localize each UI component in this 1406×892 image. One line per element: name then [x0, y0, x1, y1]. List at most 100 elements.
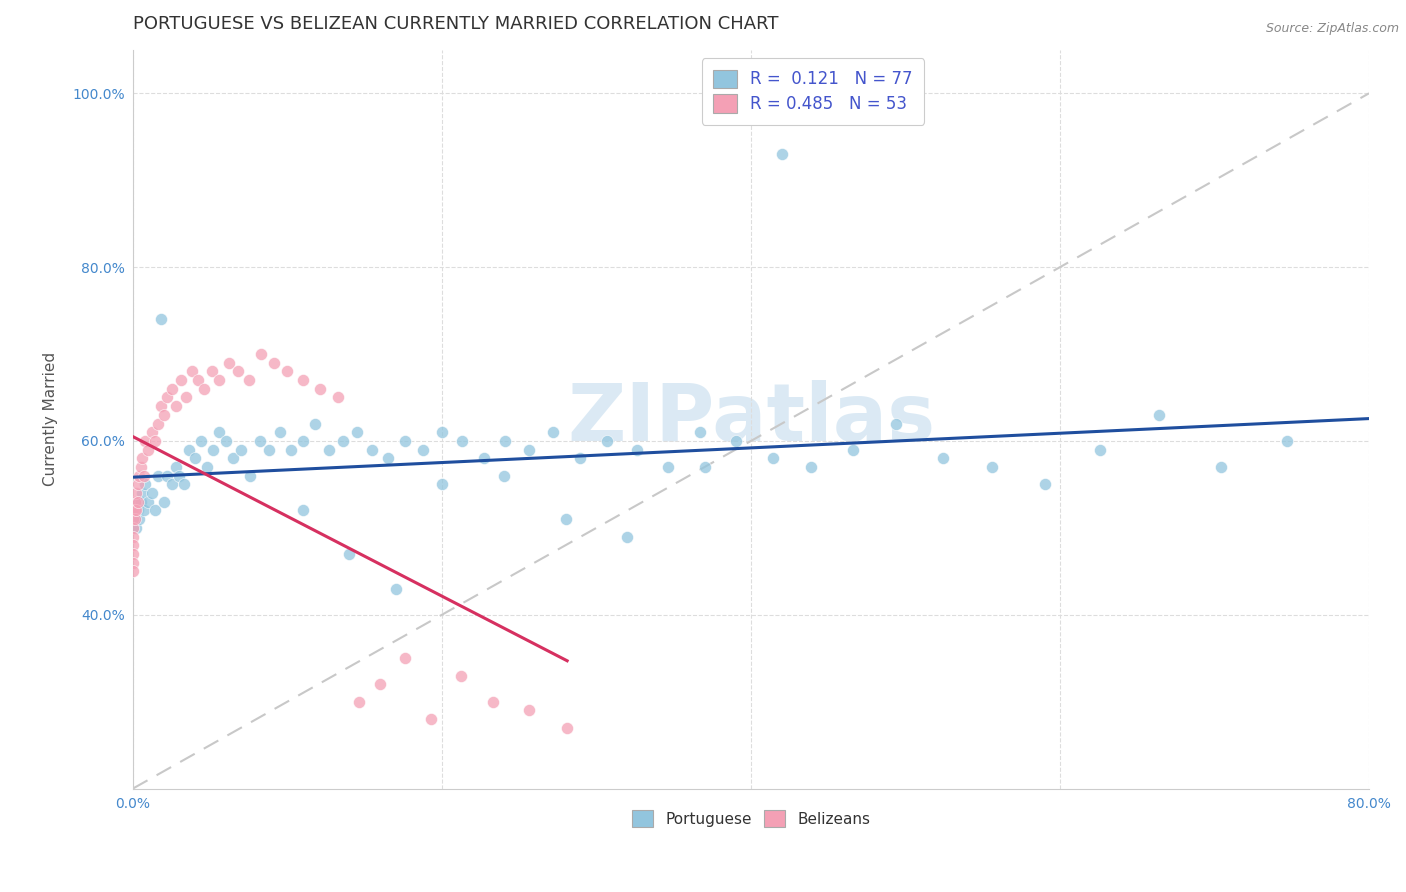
Point: [146, 417, 169, 431]
Point: [770, 147, 793, 161]
Point: [160, 382, 183, 396]
Point: [309, 382, 332, 396]
Point: [1033, 477, 1056, 491]
Point: [291, 373, 314, 387]
Point: [884, 417, 907, 431]
Point: [239, 468, 262, 483]
Point: [141, 486, 163, 500]
Point: [412, 442, 434, 457]
Point: [143, 503, 166, 517]
Point: [218, 356, 240, 370]
Point: [193, 382, 215, 396]
Point: [122, 529, 145, 543]
Point: [394, 434, 416, 448]
Point: [931, 451, 953, 466]
Point: [202, 442, 225, 457]
Point: [131, 451, 153, 466]
Point: [596, 434, 619, 448]
Point: [332, 434, 354, 448]
Point: [122, 512, 145, 526]
Point: [122, 503, 145, 517]
Point: [1090, 442, 1112, 457]
Point: [177, 442, 200, 457]
Point: [143, 434, 166, 448]
Point: [174, 391, 197, 405]
Point: [134, 477, 156, 491]
Point: [187, 373, 209, 387]
Point: [693, 460, 716, 475]
Point: [472, 451, 495, 466]
Point: [122, 556, 145, 570]
Text: ZIPatlas: ZIPatlas: [567, 380, 935, 458]
Point: [1147, 408, 1170, 422]
Point: [128, 468, 150, 483]
Point: [981, 460, 1004, 475]
Point: [430, 477, 453, 491]
Point: [291, 434, 314, 448]
Point: [568, 451, 591, 466]
Point: [122, 547, 145, 561]
Point: [384, 582, 406, 596]
Point: [165, 460, 187, 475]
Point: [222, 451, 245, 466]
Point: [517, 442, 540, 457]
Point: [724, 434, 747, 448]
Point: [127, 494, 149, 508]
Point: [361, 442, 384, 457]
Point: [170, 373, 193, 387]
Point: [134, 434, 156, 448]
Point: [132, 468, 155, 483]
Point: [124, 494, 146, 508]
Point: [238, 373, 260, 387]
Point: [149, 399, 172, 413]
Point: [165, 399, 187, 413]
Point: [208, 425, 231, 440]
Point: [689, 425, 711, 440]
Point: [541, 425, 564, 440]
Point: [195, 460, 218, 475]
Point: [1275, 434, 1298, 448]
Point: [346, 425, 368, 440]
Point: [127, 477, 149, 491]
Point: [368, 677, 391, 691]
Point: [304, 417, 326, 431]
Point: [132, 503, 155, 517]
Point: [125, 503, 148, 517]
Point: [215, 434, 238, 448]
Point: [128, 512, 150, 526]
Point: [125, 486, 148, 500]
Point: [122, 564, 145, 578]
Point: [122, 503, 145, 517]
Point: [394, 651, 416, 665]
Point: [842, 442, 865, 457]
Point: [124, 494, 146, 508]
Point: [138, 494, 160, 508]
Point: [626, 442, 648, 457]
Point: [555, 721, 578, 735]
Point: [129, 494, 152, 508]
Point: [129, 460, 152, 475]
Point: [554, 512, 576, 526]
Text: PORTUGUESE VS BELIZEAN CURRENTLY MARRIED CORRELATION CHART: PORTUGUESE VS BELIZEAN CURRENTLY MARRIED…: [134, 15, 779, 33]
Point: [149, 312, 172, 326]
Point: [492, 468, 515, 483]
Point: [156, 391, 179, 405]
Point: [1209, 460, 1232, 475]
Point: [122, 521, 145, 535]
Point: [276, 364, 298, 378]
Point: [169, 468, 191, 483]
Point: [269, 425, 291, 440]
Point: [208, 373, 231, 387]
Point: [226, 364, 249, 378]
Point: [249, 434, 271, 448]
Point: [517, 703, 540, 717]
Point: [138, 442, 160, 457]
Point: [124, 512, 146, 526]
Point: [377, 451, 399, 466]
Point: [124, 503, 146, 517]
Point: [451, 434, 474, 448]
Legend: Portuguese, Belizeans: Portuguese, Belizeans: [623, 801, 880, 837]
Text: Source: ZipAtlas.com: Source: ZipAtlas.com: [1265, 22, 1399, 36]
Point: [280, 442, 302, 457]
Point: [347, 695, 370, 709]
